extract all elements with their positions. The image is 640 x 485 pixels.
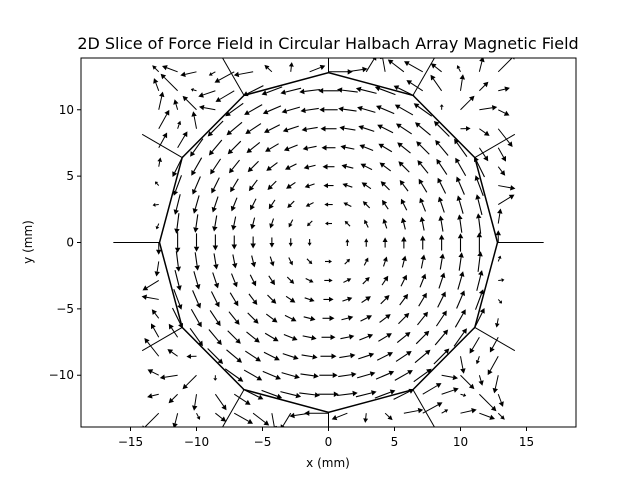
y-tick-label: 5 bbox=[66, 169, 74, 183]
x-tick-label: −5 bbox=[254, 435, 272, 449]
y-tick-label: 0 bbox=[66, 236, 74, 250]
x-tick-label: 0 bbox=[325, 435, 333, 449]
y-tick-label: 10 bbox=[59, 103, 74, 117]
x-axis-label: x (mm) bbox=[306, 456, 350, 470]
y-tick-label: −10 bbox=[49, 368, 74, 382]
x-tick-label: −10 bbox=[184, 435, 209, 449]
x-tick-label: 5 bbox=[391, 435, 399, 449]
x-tick-label: 15 bbox=[519, 435, 534, 449]
y-tick-label: −5 bbox=[56, 302, 74, 316]
chart-title: 2D Slice of Force Field in Circular Halb… bbox=[77, 34, 578, 53]
x-tick-label: −15 bbox=[118, 435, 143, 449]
y-axis-label: y (mm) bbox=[21, 220, 35, 264]
x-tick-label: 10 bbox=[453, 435, 468, 449]
